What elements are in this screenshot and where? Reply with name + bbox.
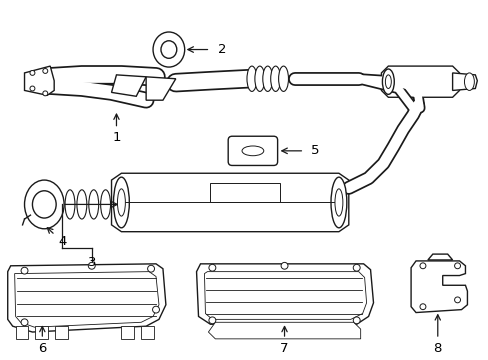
Text: 3: 3	[87, 256, 96, 269]
Ellipse shape	[454, 297, 460, 303]
Polygon shape	[452, 73, 476, 90]
Polygon shape	[208, 322, 360, 339]
Text: 2: 2	[218, 43, 226, 56]
Ellipse shape	[385, 75, 390, 89]
Ellipse shape	[88, 262, 95, 269]
Polygon shape	[196, 264, 373, 324]
Polygon shape	[16, 326, 28, 339]
Ellipse shape	[419, 263, 425, 269]
Ellipse shape	[246, 66, 256, 91]
Polygon shape	[111, 173, 348, 232]
Ellipse shape	[208, 317, 215, 324]
Ellipse shape	[161, 41, 177, 58]
Ellipse shape	[382, 69, 393, 94]
Text: 8: 8	[433, 315, 441, 355]
Ellipse shape	[21, 267, 28, 274]
Ellipse shape	[464, 73, 473, 90]
Text: 5: 5	[310, 144, 319, 157]
Ellipse shape	[454, 263, 460, 269]
Ellipse shape	[334, 189, 342, 216]
Polygon shape	[381, 66, 459, 97]
Polygon shape	[141, 326, 154, 339]
Ellipse shape	[24, 180, 64, 229]
Ellipse shape	[147, 265, 154, 272]
Ellipse shape	[77, 190, 87, 219]
Ellipse shape	[352, 264, 360, 271]
Ellipse shape	[21, 319, 28, 326]
Ellipse shape	[419, 304, 425, 310]
Polygon shape	[111, 75, 146, 96]
Ellipse shape	[30, 86, 35, 91]
Polygon shape	[35, 326, 48, 339]
Text: 1: 1	[112, 114, 121, 144]
Ellipse shape	[242, 146, 263, 156]
Ellipse shape	[117, 189, 125, 216]
Ellipse shape	[281, 262, 287, 269]
Polygon shape	[210, 183, 279, 202]
Ellipse shape	[330, 177, 346, 228]
Ellipse shape	[32, 191, 56, 218]
Ellipse shape	[101, 190, 110, 219]
Ellipse shape	[89, 190, 99, 219]
Polygon shape	[24, 66, 54, 95]
Polygon shape	[15, 272, 159, 327]
Polygon shape	[146, 77, 175, 100]
Ellipse shape	[152, 306, 159, 313]
Ellipse shape	[278, 66, 288, 91]
Ellipse shape	[254, 66, 264, 91]
Ellipse shape	[153, 32, 184, 67]
Ellipse shape	[43, 91, 48, 96]
Ellipse shape	[43, 68, 48, 73]
Polygon shape	[55, 326, 68, 339]
Text: 6: 6	[38, 327, 46, 355]
Polygon shape	[410, 261, 467, 312]
Ellipse shape	[65, 190, 75, 219]
Text: 7: 7	[280, 327, 288, 355]
Ellipse shape	[352, 317, 360, 324]
Ellipse shape	[262, 66, 272, 91]
Text: 4: 4	[47, 228, 66, 248]
Polygon shape	[427, 254, 452, 260]
Polygon shape	[121, 326, 134, 339]
Ellipse shape	[113, 177, 129, 228]
Polygon shape	[204, 272, 366, 319]
Ellipse shape	[30, 71, 35, 75]
FancyBboxPatch shape	[228, 136, 277, 166]
Ellipse shape	[270, 66, 280, 91]
Ellipse shape	[208, 264, 215, 271]
Polygon shape	[8, 264, 165, 332]
